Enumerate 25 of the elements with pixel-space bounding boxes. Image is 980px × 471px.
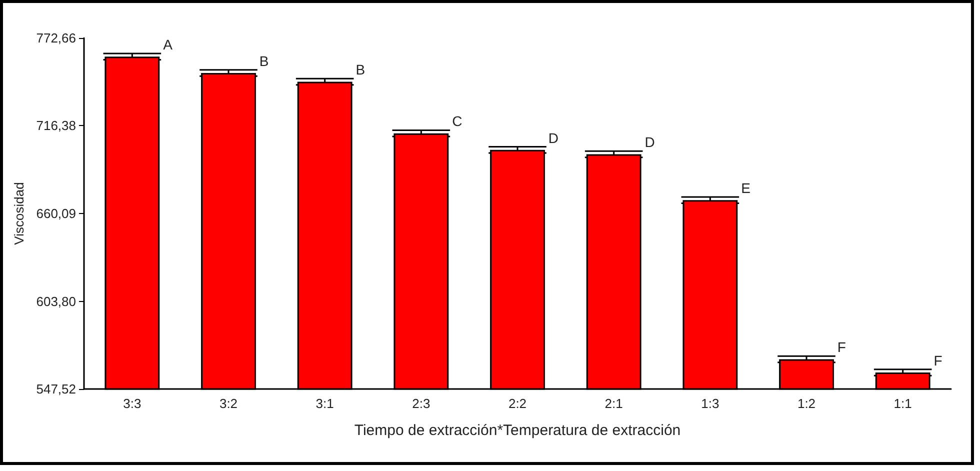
- x-tick-label: 1:2: [797, 396, 816, 411]
- x-axis-title: Tiempo de extracción*Temperatura de extracción: [354, 422, 681, 439]
- annotation: E: [741, 180, 750, 196]
- annotation: F: [934, 352, 942, 368]
- annotation: A: [163, 36, 174, 53]
- y-tick-label: 660,09: [36, 206, 76, 221]
- x-tick-label: 1:3: [701, 396, 720, 411]
- annotation: F: [837, 339, 846, 356]
- x-tick-label: 2:1: [604, 396, 623, 411]
- annotation: C: [452, 113, 462, 130]
- y-tick-label: 547,52: [36, 382, 76, 396]
- x-tick-label: 1:1: [894, 396, 912, 411]
- x-tick-label: 2:3: [412, 396, 430, 411]
- y-tick-label: 716,38: [36, 118, 76, 134]
- x-tick-label: 3:1: [316, 396, 334, 411]
- x-tick-label: 2:2: [508, 396, 527, 411]
- annotation: B: [356, 62, 366, 78]
- y-axis-title: Viscosidad: [11, 182, 26, 245]
- annotation: D: [548, 130, 559, 146]
- annotation: B: [259, 52, 269, 69]
- y-tick-label: 603,80: [36, 294, 76, 309]
- y-tick-label: 772,66: [36, 30, 76, 46]
- x-tick-label: 3:3: [123, 396, 142, 411]
- x-tick-label: 3:2: [219, 396, 238, 411]
- annotation: D: [644, 134, 655, 150]
